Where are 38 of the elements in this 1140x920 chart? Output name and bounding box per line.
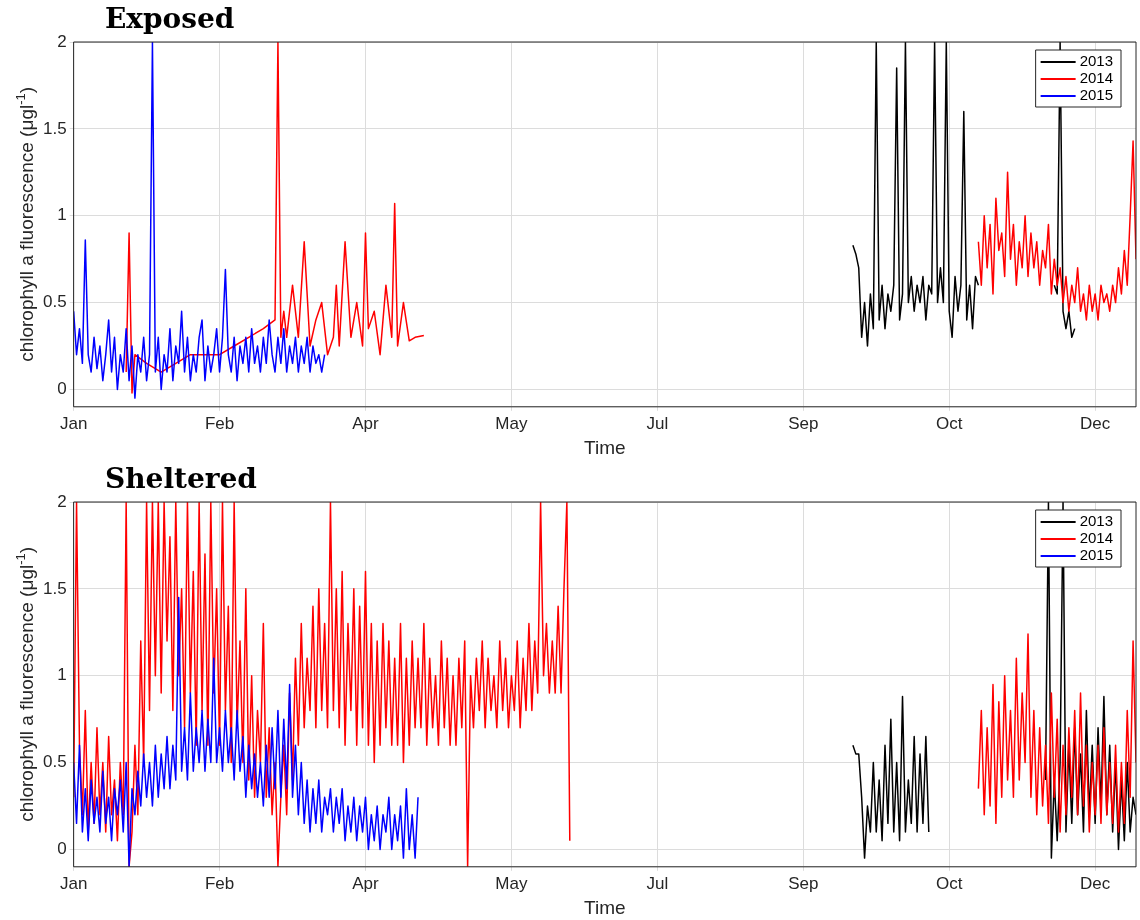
x-axis-title: Time (584, 896, 626, 918)
y-tick-label: 0.5 (42, 752, 67, 772)
x-tick-label: Sep (788, 413, 819, 433)
x-tick-label: Jul (646, 873, 669, 893)
x-tick-label: Apr (352, 873, 380, 893)
y-tick-label: 0.5 (42, 292, 67, 312)
y-tick-label: 0 (57, 839, 67, 859)
legend-label: 2014 (1079, 529, 1114, 547)
chart-title: Sheltered (105, 462, 257, 495)
y-tick-label: 0 (57, 379, 67, 399)
y-tick-label: 1 (57, 205, 67, 225)
x-tick-label: Oct (935, 873, 963, 893)
y-tick-label: 1.5 (42, 118, 67, 138)
y-axis-title: chlorophyll a fluorescence (μgl-1) (12, 546, 38, 822)
x-tick-label: Apr (352, 413, 380, 433)
legend-label: 2014 (1079, 69, 1114, 87)
legend-label: 2013 (1079, 512, 1114, 530)
legend-label: 2015 (1079, 546, 1114, 564)
y-axis-title: chlorophyll a fluorescence (μgl-1) (12, 86, 38, 362)
y-tick-label: 2 (57, 491, 67, 511)
x-tick-label: Jan (59, 413, 88, 433)
y-tick-label: 1 (57, 665, 67, 685)
x-tick-label: Feb (204, 873, 235, 893)
x-tick-label: Dec (1080, 413, 1111, 433)
chart-title: Exposed (105, 2, 235, 35)
x-tick-label: Sep (788, 873, 819, 893)
x-tick-label: Dec (1080, 873, 1111, 893)
legend-label: 2013 (1079, 52, 1114, 70)
x-tick-label: Jan (59, 873, 88, 893)
legend-label: 2015 (1079, 86, 1114, 104)
y-tick-label: 1.5 (42, 578, 67, 598)
x-tick-label: May (495, 873, 528, 893)
x-tick-label: May (495, 413, 528, 433)
y-tick-label: 2 (57, 31, 67, 51)
x-tick-label: Oct (935, 413, 963, 433)
x-tick-label: Feb (204, 413, 235, 433)
x-tick-label: Jul (646, 413, 669, 433)
x-axis-title: Time (584, 436, 626, 458)
